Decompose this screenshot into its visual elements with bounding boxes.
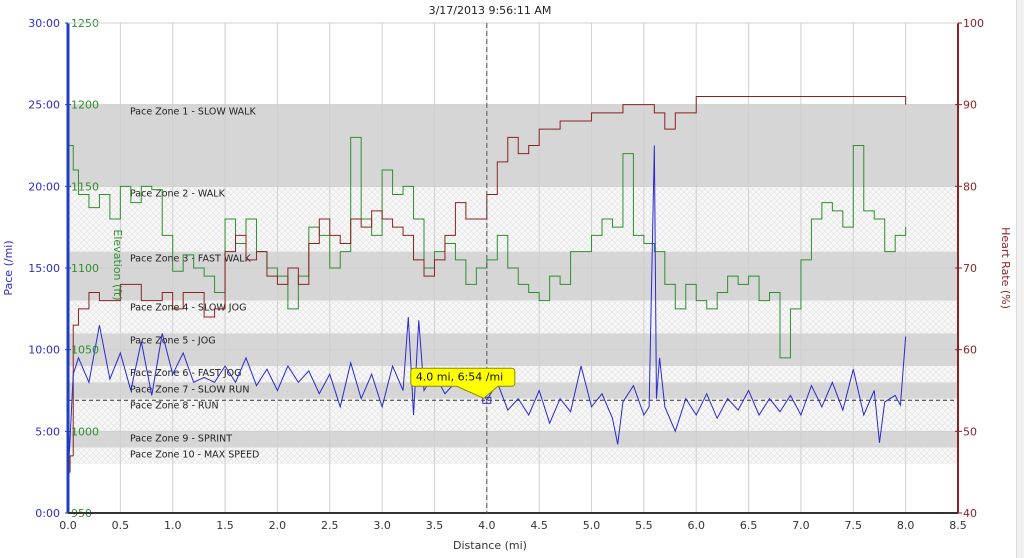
pace-zone-band <box>68 300 958 334</box>
heart-rate-tick-label: 40 <box>963 507 977 520</box>
elevation-tick-label: 1050 <box>71 344 99 357</box>
pace-zone-label: Pace Zone 2 - WALK <box>130 188 226 199</box>
axes: 0.0 0.5 1.0 1.5 2.0 2.5 3.0 3.5 4.0 4.5 5.0 5.5 6.0 6… <box>28 17 984 532</box>
x-tick-label: 0.0 <box>59 519 77 532</box>
x-axis-label: Distance (mi) <box>453 539 527 552</box>
elevation-tick-label: 1150 <box>71 180 99 193</box>
heart-rate-axis-label: Heart Rate (%) <box>999 227 1012 309</box>
heart-rate-tick-label: 60 <box>963 344 977 357</box>
pace-zone-label: Pace Zone 1 - SLOW WALK <box>130 107 256 118</box>
pace-tick-label: 15:00 <box>28 262 60 275</box>
x-tick-label: 8.5 <box>949 519 967 532</box>
x-tick-label: 1.0 <box>164 519 182 532</box>
elevation-tick-label: 1200 <box>71 99 99 112</box>
heart-rate-tick-label: 70 <box>963 262 977 275</box>
pace-zone-label: Pace Zone 3 - FAST WALK <box>130 254 252 265</box>
heart-rate-tick-label: 50 <box>963 425 977 438</box>
pace-zone-band <box>68 186 958 252</box>
x-tick-label: 3.0 <box>373 519 391 532</box>
pace-tick-label: 10:00 <box>28 344 60 357</box>
elevation-tick-label: 1000 <box>71 425 99 438</box>
pace-zone-band <box>68 431 958 448</box>
heart-rate-tick-label: 90 <box>963 99 977 112</box>
pace-zone-label: Pace Zone 6 - FAST JOG <box>130 368 242 379</box>
pace-zone-labels: Pace Zone 1 - SLOW WALK Pace Zone 2 - WAL… <box>130 107 259 461</box>
x-tick-label: 7.0 <box>792 519 810 532</box>
elevation-axis-label: Elevation (ft) <box>111 229 124 300</box>
x-tick-label: 0.5 <box>112 519 130 532</box>
cursor-tooltip-label: 4.0 mi, 6:54 /mi <box>416 370 503 383</box>
elevation-tick-label: 1100 <box>71 262 99 275</box>
pace-tick-label: 25:00 <box>28 99 60 112</box>
series-lines <box>68 96 907 481</box>
x-tick-label: 4.0 <box>478 519 496 532</box>
pace-tick-label: 30:00 <box>28 17 60 30</box>
x-tick-label: 6.5 <box>740 519 758 532</box>
x-tick-label: 2.0 <box>269 519 287 532</box>
pace-zone-band <box>68 447 958 464</box>
pace-zone-label: Pace Zone 9 - SPRINT <box>130 433 232 444</box>
pace-line <box>68 145 907 481</box>
cursor: 4.0 mi, 6:54 /mi <box>410 23 516 513</box>
pace-zone-band <box>68 104 958 187</box>
cursor-marker <box>482 396 492 404</box>
chart-title: 3/17/2013 9:56:11 AM <box>429 4 552 17</box>
pace-zone-band <box>68 382 958 399</box>
x-tick-label: 8.0 <box>897 519 915 532</box>
scrollbar[interactable] <box>1016 0 1024 558</box>
heart-rate-tick-label: 100 <box>963 17 984 30</box>
cursor-tooltip <box>410 367 516 399</box>
pace-tick-label: 0:00 <box>35 507 60 520</box>
x-tick-label: 1.5 <box>216 519 234 532</box>
pace-zone-label: Pace Zone 8 - RUN <box>130 401 219 412</box>
pace-tick-label: 5:00 <box>35 425 60 438</box>
x-tick-label: 3.5 <box>426 519 444 532</box>
x-tick-label: 7.5 <box>845 519 863 532</box>
x-tick-label: 4.5 <box>530 519 548 532</box>
pace-zone-label: Pace Zone 4 - SLOW JOG <box>130 303 246 314</box>
elevation-line <box>68 136 907 359</box>
pace-tick-label: 20:00 <box>28 180 60 193</box>
heart-rate-tick-label: 80 <box>963 180 977 193</box>
pace-zone-label: Pace Zone 10 - MAX SPEED <box>130 450 259 461</box>
heart-rate-line <box>68 96 907 473</box>
x-tick-label: 5.5 <box>635 519 653 532</box>
x-tick-label: 5.0 <box>583 519 601 532</box>
pace-zone-label: Pace Zone 5 - JOG <box>130 335 216 346</box>
x-tick-label: 6.0 <box>687 519 705 532</box>
pace-axis-label: Pace (/mi) <box>2 240 15 295</box>
pace-zone-label: Pace Zone 7 - SLOW RUN <box>130 384 249 395</box>
x-tick-label: 2.5 <box>321 519 339 532</box>
